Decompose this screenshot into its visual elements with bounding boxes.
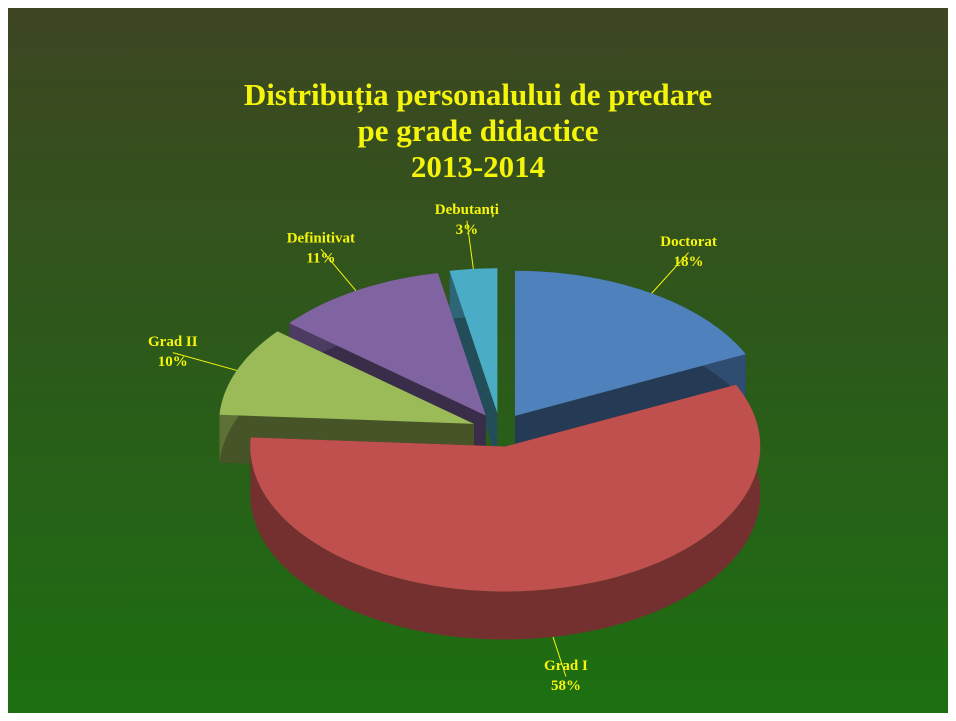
category-label: Grad II: [148, 334, 198, 350]
pie-slice: [289, 273, 486, 416]
category-label: Doctorat: [660, 234, 717, 250]
leader-line: [651, 252, 689, 294]
leader-line: [172, 352, 238, 371]
title-line: 2013-2014: [411, 149, 545, 184]
value-label: 18%: [674, 254, 704, 270]
value-label: 11%: [306, 250, 335, 266]
slice: [250, 384, 761, 640]
pie-slice: [515, 270, 746, 416]
pie-slice: [449, 268, 498, 414]
category-label: Definitivat: [287, 230, 355, 246]
pie-slice: [219, 331, 474, 424]
leader-line: [552, 636, 567, 677]
value-label: 3%: [456, 222, 479, 238]
leader-line: [466, 220, 474, 269]
pie-slice: [250, 384, 761, 592]
leader-line: [320, 248, 357, 292]
slice-rim: [250, 384, 761, 640]
slice: [449, 268, 498, 462]
value-label: 10%: [158, 354, 188, 370]
title-line: Distribuția personalului de predare: [244, 77, 712, 113]
slice-wall: [449, 270, 498, 462]
category-label: Grad I: [544, 658, 588, 674]
title-line: pe grade didactice: [357, 113, 598, 148]
value-label: 58%: [551, 678, 581, 694]
category-label: Debutanți: [435, 202, 499, 218]
